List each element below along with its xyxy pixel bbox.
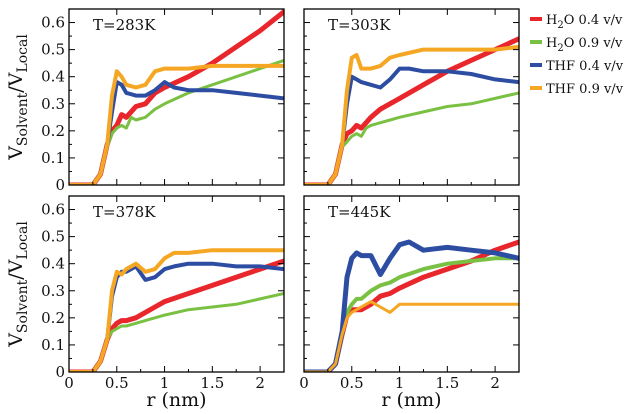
plot-frame: [303, 195, 520, 373]
legend-label-main: H: [546, 13, 557, 28]
series-line-4: [304, 300, 519, 372]
x-axis-title: r (nm): [146, 389, 206, 411]
x-tick-label: 0: [299, 374, 309, 392]
y-tick-label: 0.4: [41, 255, 65, 273]
plot-frame: [68, 195, 285, 373]
legend-label-2: H2O 0.9 v/v: [546, 36, 623, 54]
x-axis-title: r (nm): [381, 389, 441, 411]
series-group: [69, 248, 284, 372]
x-tick-label: 0.5: [340, 374, 364, 392]
series-line-3: [304, 239, 519, 372]
legend-label-main: THF 0.9 v/v: [546, 82, 624, 97]
y-tick-label: 0.5: [41, 228, 65, 246]
y-tick-label: 0.6: [41, 201, 65, 219]
panel-2: T=303K: [303, 8, 520, 186]
panel-title: T=303K: [328, 16, 391, 34]
plot-frame: [68, 8, 285, 186]
series-group: [304, 36, 519, 185]
legend-label-sub: 2: [557, 43, 563, 54]
y-title-sub2: Local: [15, 221, 31, 260]
panel-title: T=283K: [93, 16, 156, 34]
x-tick-label: 2: [255, 374, 265, 392]
x-tick-label: 1: [160, 374, 170, 392]
y-tick-label: 0.5: [41, 41, 65, 59]
legend-label-3: THF 0.4 v/v: [546, 59, 624, 74]
panel-title: T=445K: [328, 203, 391, 221]
y-axis-title: VSolvent/VLocal: [5, 221, 31, 348]
x-tick-label: 1.5: [200, 374, 224, 392]
y-tick-label: 0: [55, 363, 65, 381]
x-tick-label: 1.5: [435, 374, 459, 392]
y-title-mid: /V: [5, 259, 27, 279]
y-title-sub1: Solvent: [15, 279, 31, 333]
y-tick-label: 0.1: [41, 149, 65, 167]
y-axis-title: VSolvent/VLocal: [5, 34, 31, 161]
legend-label-rest: O 0.9 v/v: [564, 36, 623, 51]
y-tick-label: 0.2: [41, 309, 65, 327]
x-tick-label: 0: [64, 374, 74, 392]
panel-1: 0 0.1 0.2 0.3 0.4 0.5 0.6 T=283K: [41, 8, 285, 194]
y-title-sub2: Local: [15, 34, 31, 73]
series-group: [304, 239, 519, 372]
y-title-sub1: Solvent: [15, 92, 31, 146]
panel-title: T=378K: [93, 203, 156, 221]
x-tick-label: 1: [395, 374, 405, 392]
panel-3: 0 0.5 1 1.5 2 0 0.1 0.2 0.3 0.4 0.5 0.6 T=378K: [41, 195, 285, 392]
legend-label-main: THF 0.4 v/v: [546, 59, 624, 74]
y-tick-label: 0: [55, 176, 65, 194]
y-tick-label: 0.3: [41, 95, 65, 113]
legend-label-4: THF 0.9 v/v: [546, 82, 624, 97]
series-line-4: [304, 44, 519, 185]
y-tick-label: 0.4: [41, 68, 65, 86]
y-tick-label: 0.1: [41, 336, 65, 354]
legend-label-main: H: [546, 36, 557, 51]
y-tick-label: 0.3: [41, 282, 65, 300]
legend-label-1: H2O 0.4 v/v: [546, 13, 623, 31]
legend-label-rest: O 0.4 v/v: [564, 13, 623, 28]
x-tick-label: 2: [490, 374, 500, 392]
y-title-main: V: [5, 146, 27, 161]
plot-frame: [303, 8, 520, 186]
y-title-mid: /V: [5, 72, 27, 92]
y-title-main: V: [5, 333, 27, 348]
y-tick-label: 0.6: [41, 14, 65, 32]
y-tick-label: 0.2: [41, 122, 65, 140]
series-group: [69, 9, 284, 185]
panel-4: 0 0.5 1 1.5 2 T=445K: [299, 195, 520, 392]
x-tick-label: 0.5: [105, 374, 129, 392]
legend-label-sub: 2: [557, 20, 563, 31]
series-line-4: [69, 248, 284, 372]
series-line-4: [69, 63, 284, 185]
